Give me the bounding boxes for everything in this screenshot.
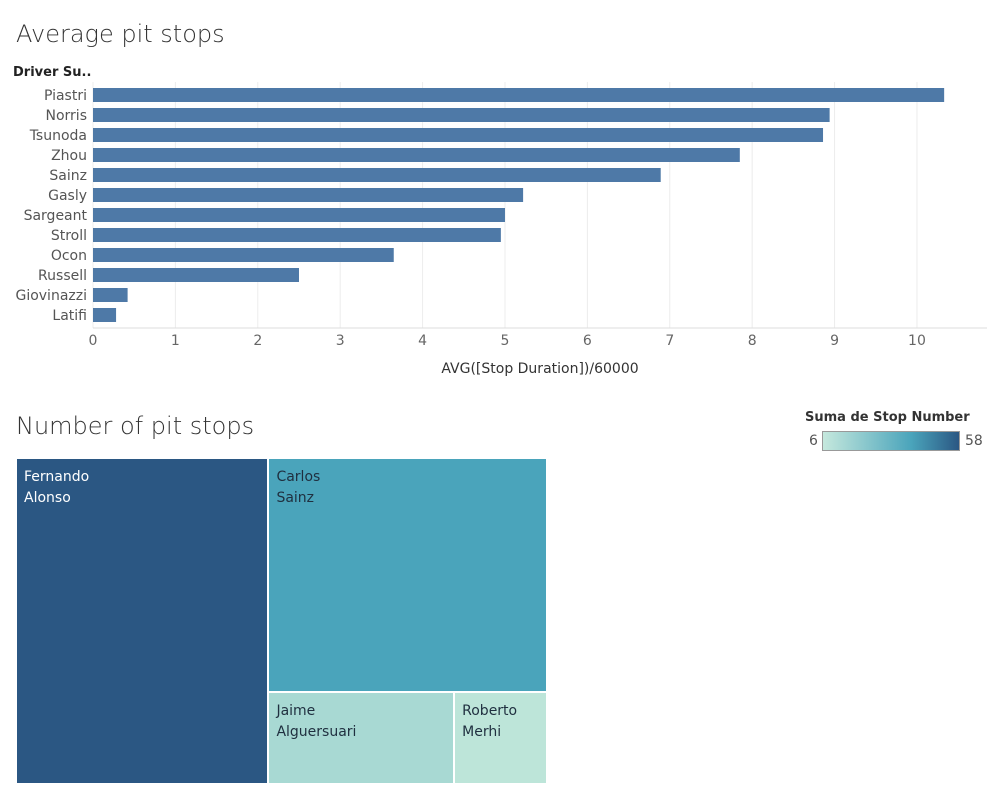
x-tick-label: 4 xyxy=(418,333,427,349)
bar xyxy=(93,148,740,162)
treemap: Fernando Alonso Carlos Sainz Jaime Alguers… xyxy=(16,458,547,784)
x-tick-label: 1 xyxy=(171,333,180,349)
x-tick-label: 3 xyxy=(336,333,345,349)
category-label: Norris xyxy=(46,108,88,124)
bar xyxy=(93,248,394,262)
treemap-tile: Jaime Alguersuari xyxy=(268,692,455,784)
category-label: Zhou xyxy=(51,148,87,164)
bar xyxy=(93,268,299,282)
x-tick-label: 7 xyxy=(665,333,674,349)
bar xyxy=(93,168,661,182)
legend-max-label: 58 xyxy=(965,433,983,449)
bar xyxy=(93,208,505,222)
legend-title: Suma de Stop Number xyxy=(805,410,970,425)
legend-min-label: 6 xyxy=(809,433,818,449)
category-label: Stroll xyxy=(51,228,87,244)
bar xyxy=(93,88,945,102)
x-tick-label: 9 xyxy=(830,333,839,349)
x-axis-title: AVG([Stop Duration])/60000 xyxy=(441,361,638,377)
category-label: Sainz xyxy=(49,168,87,184)
category-label: Gasly xyxy=(48,188,87,204)
category-label: Piastri xyxy=(44,88,87,104)
category-label: Russell xyxy=(38,268,87,284)
treemap-title: Number of pit stops xyxy=(16,412,255,440)
bar xyxy=(93,308,117,322)
legend-color-ramp xyxy=(822,431,960,451)
x-tick-label: 6 xyxy=(583,333,592,349)
category-label: Latifi xyxy=(52,308,87,324)
y-axis-title: Driver Su.. xyxy=(13,65,91,80)
treemap-tile-label: Carlos Sainz xyxy=(276,469,321,506)
bar-chart-title: Average pit stops xyxy=(16,20,225,48)
treemap-tile-label: Roberto Merhi xyxy=(462,703,518,741)
x-tick-label: 10 xyxy=(908,333,926,349)
bar-chart: Driver Su.. Piastri Norris Tsunoda Zhou Sainz… xyxy=(13,65,987,377)
treemap-tile-label: Jaime Alguersuari xyxy=(276,703,357,741)
treemap-tile-label: Fernando Alonso xyxy=(24,469,90,506)
x-tick-label: 8 xyxy=(748,333,757,349)
category-label: Ocon xyxy=(51,248,87,264)
bar xyxy=(93,228,501,242)
bar xyxy=(93,128,824,142)
category-label: Giovinazzi xyxy=(15,288,87,304)
treemap-tile: Fernando Alonso xyxy=(16,458,269,784)
treemap-tile: Roberto Merhi xyxy=(454,692,547,784)
treemap-tile: Carlos Sainz xyxy=(268,458,547,693)
category-label: Tsunoda xyxy=(29,128,87,144)
bar xyxy=(93,108,830,122)
x-tick-label: 5 xyxy=(501,333,510,349)
x-tick-label: 0 xyxy=(89,333,98,349)
bar xyxy=(93,288,128,302)
bar xyxy=(93,188,524,202)
x-tick-label: 2 xyxy=(253,333,262,349)
category-label: Sargeant xyxy=(24,208,88,224)
color-legend: Suma de Stop Number 6 58 xyxy=(790,405,990,465)
